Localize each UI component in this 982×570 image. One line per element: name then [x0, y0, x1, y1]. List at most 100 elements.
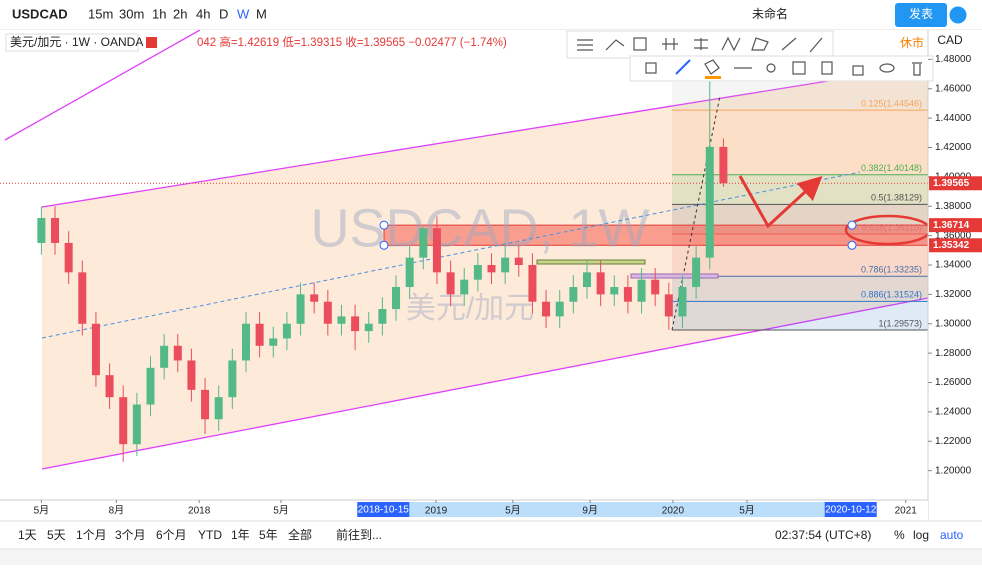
range-button[interactable]: 6个月 [156, 528, 187, 542]
candle-body [473, 265, 482, 280]
x-tick-label: 9月 [582, 505, 598, 517]
candle-body [419, 228, 428, 258]
handle [379, 220, 389, 230]
y-tick-label: 1.48000 [935, 54, 972, 65]
zone [383, 224, 928, 246]
range-mark [357, 502, 410, 517]
handle [379, 240, 389, 250]
watermark-sub: 美元/加元 [406, 292, 534, 325]
candle-body [201, 389, 210, 420]
candle-body [146, 367, 155, 405]
candle-body [296, 294, 305, 324]
play-button[interactable] [948, 5, 968, 25]
log-toggle[interactable]: log [913, 528, 929, 542]
range-button[interactable]: 全部 [288, 527, 312, 542]
candle-body [364, 323, 373, 332]
y-tick-label: 1.44000 [935, 113, 972, 124]
y-tick-label: 1.20000 [935, 465, 972, 476]
fib-label: 0.5(1.38129) [871, 193, 922, 203]
candle-body [51, 218, 60, 243]
box [630, 273, 719, 279]
y-tick-label: 1.46000 [935, 83, 972, 94]
interval-button[interactable]: D [219, 6, 228, 21]
symbol: USDCAD [12, 6, 68, 21]
range-button[interactable]: 3个月 [115, 528, 146, 542]
price-tag [929, 176, 982, 191]
candle-body [623, 287, 632, 302]
candle-body [91, 323, 100, 376]
percent-toggle[interactable]: % [894, 528, 905, 542]
auto-toggle[interactable]: auto [940, 528, 964, 542]
price-tag-label: 1.36714 [933, 220, 970, 231]
candle-body [119, 397, 128, 445]
range-button[interactable]: 1年 [231, 528, 250, 542]
price-axis [928, 30, 982, 520]
fib-label: 1(1.29573) [878, 318, 922, 328]
range-button[interactable]: 1天 [18, 528, 37, 542]
range-button[interactable]: 1个月 [76, 528, 107, 542]
y-tick-label: 1.38000 [935, 201, 972, 212]
fib-label: 0.618(1.36110) [862, 222, 922, 232]
candle-body [501, 257, 510, 273]
fib-label: 0.786(1.33235) [861, 265, 922, 275]
interval-button[interactable]: 4h [196, 6, 210, 21]
x-tick-label: 5月 [739, 505, 755, 517]
interval-button[interactable]: 2h [173, 6, 187, 21]
y-tick-label: 1.22000 [935, 436, 972, 447]
legend-ohlc: 042 高=1.42619 低=1.39315 收=1.39565 −0.024… [197, 35, 507, 49]
price-tag [929, 218, 982, 233]
candle-body [378, 309, 387, 324]
y-tick-label: 1.42000 [935, 142, 972, 153]
x-tick-label: 5月 [273, 505, 289, 517]
candle-body [37, 218, 46, 243]
candle-body [582, 272, 591, 288]
fib-band [672, 110, 928, 175]
fib-band [672, 234, 928, 277]
candle-body [241, 323, 250, 361]
range-button[interactable]: 5天 [47, 528, 66, 542]
candle-body [678, 287, 687, 317]
candle-body [132, 404, 141, 445]
watermark: USDCAD, 1W [310, 198, 649, 258]
y-tick-label: 1.32000 [935, 289, 972, 300]
legend-title: 美元/加元 · 1W · OANDA [10, 35, 143, 49]
interval-button[interactable]: 1h [152, 6, 166, 21]
candle-body [255, 323, 264, 346]
goto-button[interactable]: 前往到... [336, 527, 382, 542]
y-tick-label: 1.36000 [935, 230, 972, 241]
fib-band [672, 204, 928, 235]
candle-body [405, 257, 414, 288]
candle-body [64, 242, 73, 273]
candle-body [460, 279, 469, 295]
candle-body [719, 146, 728, 184]
y-tick-label: 1.26000 [935, 377, 972, 388]
box [536, 259, 646, 265]
price-tag-label: 1.35342 [933, 240, 970, 251]
candle-body [692, 257, 701, 288]
fib-label: 0.886(1.31524) [861, 290, 922, 300]
trend-line [671, 95, 721, 331]
range-button[interactable]: 5年 [259, 528, 278, 542]
candle-body [610, 287, 619, 295]
interval-button[interactable]: 30m [119, 6, 144, 21]
handle [847, 240, 857, 250]
fib-band [672, 276, 928, 302]
range-button[interactable]: YTD [198, 528, 222, 542]
interval-button[interactable]: 15m [88, 6, 113, 21]
candle-body [228, 360, 237, 398]
publish-button[interactable] [895, 3, 947, 27]
x-tick-label: 2018 [188, 506, 211, 517]
trend-line [41, 171, 861, 339]
candle-body [310, 294, 319, 302]
candle-body [173, 345, 182, 361]
interval-button[interactable]: M [256, 6, 267, 21]
interval-button[interactable]: W [237, 6, 250, 21]
candle-body [351, 316, 360, 332]
candle-body [187, 360, 196, 390]
fib-label: 0.382(1.40148) [861, 163, 922, 173]
fib-label: 0.125(1.44546) [861, 98, 922, 108]
candle-body [282, 323, 291, 339]
publish-label: 发表 [909, 6, 933, 21]
range-highlight [357, 502, 875, 517]
layout-name[interactable]: 未命名 [752, 6, 788, 21]
